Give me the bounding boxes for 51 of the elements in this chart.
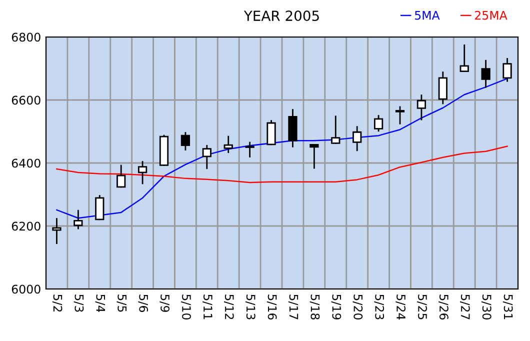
candlestick bbox=[481, 60, 490, 88]
x-tick-label: 5/13 bbox=[245, 294, 256, 320]
y-tick-label: 6400 bbox=[12, 158, 40, 168]
x-tick-label: 5/24 bbox=[396, 294, 406, 320]
legend-label: 5MA bbox=[414, 10, 440, 20]
x-tick-label: 5/11 bbox=[202, 294, 212, 320]
candlestick bbox=[310, 144, 319, 169]
chart-title: YEAR 2005 bbox=[244, 10, 319, 22]
candlestick bbox=[202, 144, 212, 170]
x-tick-label: 5/9 bbox=[160, 294, 170, 312]
x-tick-label: 5/31 bbox=[502, 294, 513, 320]
candlestick bbox=[352, 126, 362, 152]
candlestick bbox=[438, 72, 448, 104]
candlestick bbox=[95, 195, 104, 220]
x-tick-label: 5/2 bbox=[52, 294, 62, 312]
x-tick-label: 5/6 bbox=[138, 294, 148, 312]
candlestick bbox=[224, 136, 233, 153]
x-tick-label: 5/12 bbox=[224, 294, 234, 320]
y-tick-label: 6000 bbox=[12, 284, 40, 294]
x-tick-label: 5/18 bbox=[310, 294, 320, 320]
x-tick-label: 5/26 bbox=[438, 294, 448, 320]
x-tick-label: 5/3 bbox=[74, 294, 84, 312]
candlestick bbox=[138, 161, 148, 184]
candlestick bbox=[395, 106, 405, 124]
candlestick bbox=[416, 94, 426, 120]
candlestick bbox=[374, 115, 384, 132]
y-tick-label: 6600 bbox=[12, 96, 40, 105]
x-tick-label: 5/23 bbox=[374, 294, 384, 320]
candlestick bbox=[74, 210, 83, 230]
candlestick bbox=[266, 120, 276, 146]
x-tick-label: 5/30 bbox=[481, 294, 492, 320]
x-tick-label: 5/5 bbox=[116, 294, 126, 312]
candlestick bbox=[180, 132, 190, 150]
candlestick bbox=[116, 164, 126, 188]
candlestick bbox=[502, 58, 512, 82]
x-tick-label: 5/10 bbox=[181, 294, 191, 320]
candlestick bbox=[52, 218, 62, 244]
y-tick-label: 6200 bbox=[12, 222, 40, 231]
candlestick bbox=[245, 142, 254, 158]
candlestick bbox=[331, 116, 340, 144]
x-tick-label: 5/4 bbox=[95, 294, 105, 312]
x-tick-label: 5/20 bbox=[352, 294, 363, 320]
x-tick-label: 5/19 bbox=[331, 294, 342, 320]
candlestick bbox=[460, 44, 469, 72]
x-tick-label: 5/27 bbox=[460, 294, 470, 320]
candlestick bbox=[288, 109, 298, 148]
x-tick-label: 5/17 bbox=[288, 294, 298, 320]
y-tick-label: 6800 bbox=[12, 32, 40, 42]
x-tick-label: 5/16 bbox=[266, 294, 277, 320]
x-tick-label: 5/25 bbox=[417, 294, 427, 320]
legend-label: 25MA bbox=[474, 10, 508, 20]
